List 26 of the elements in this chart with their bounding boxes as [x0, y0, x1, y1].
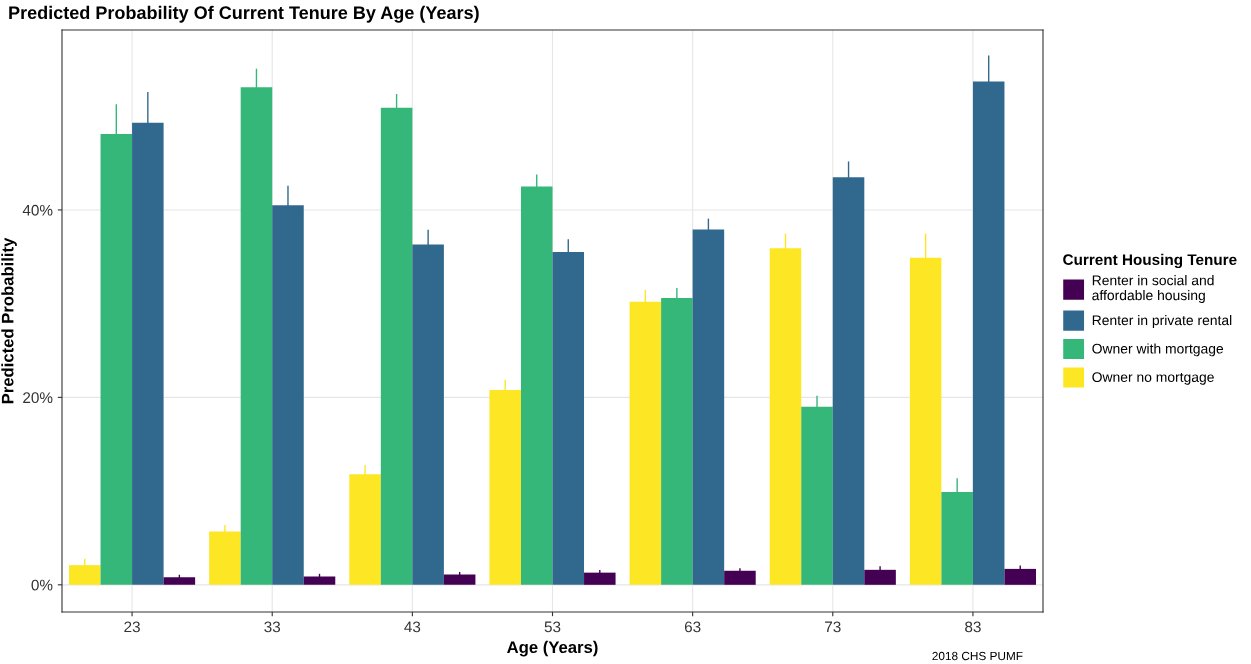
y-tick-label: 40%	[22, 204, 53, 216]
bar	[443, 574, 476, 585]
bar	[724, 570, 756, 585]
legend-label: Renter in private rental	[1092, 314, 1232, 328]
x-tick-label: 63	[684, 621, 701, 633]
x-tick-label: 83	[965, 621, 981, 633]
bar	[1004, 568, 1036, 585]
y-tick-label: 20%	[23, 392, 53, 404]
y-tick-label: 0%	[31, 579, 53, 591]
bar	[303, 576, 336, 585]
legend-label: Owner no mortgage	[1092, 372, 1214, 385]
bar	[163, 577, 196, 585]
legend-label: Renter in social and affordable housing	[1092, 275, 1214, 303]
x-tick-label: 73	[825, 621, 841, 633]
x-tick-label: 33	[264, 621, 281, 633]
legend-title: Current Housing Tenure	[1063, 253, 1237, 269]
bar	[584, 572, 616, 585]
x-tick-label: 23	[124, 621, 140, 633]
x-tick-label: 43	[404, 621, 421, 633]
y-axis-title: Predicted Probability	[1, 237, 17, 404]
x-tick-label: 53	[544, 621, 561, 633]
legend-label: Owner with mortgage	[1092, 343, 1224, 357]
bar	[864, 569, 896, 585]
chart-title: Predicted Probability Of Current Tenure By Age (Years)	[9, 5, 479, 23]
text: 2018 CHS PUMF	[932, 651, 1023, 661]
x-axis-title: Age (Years)	[507, 640, 598, 657]
